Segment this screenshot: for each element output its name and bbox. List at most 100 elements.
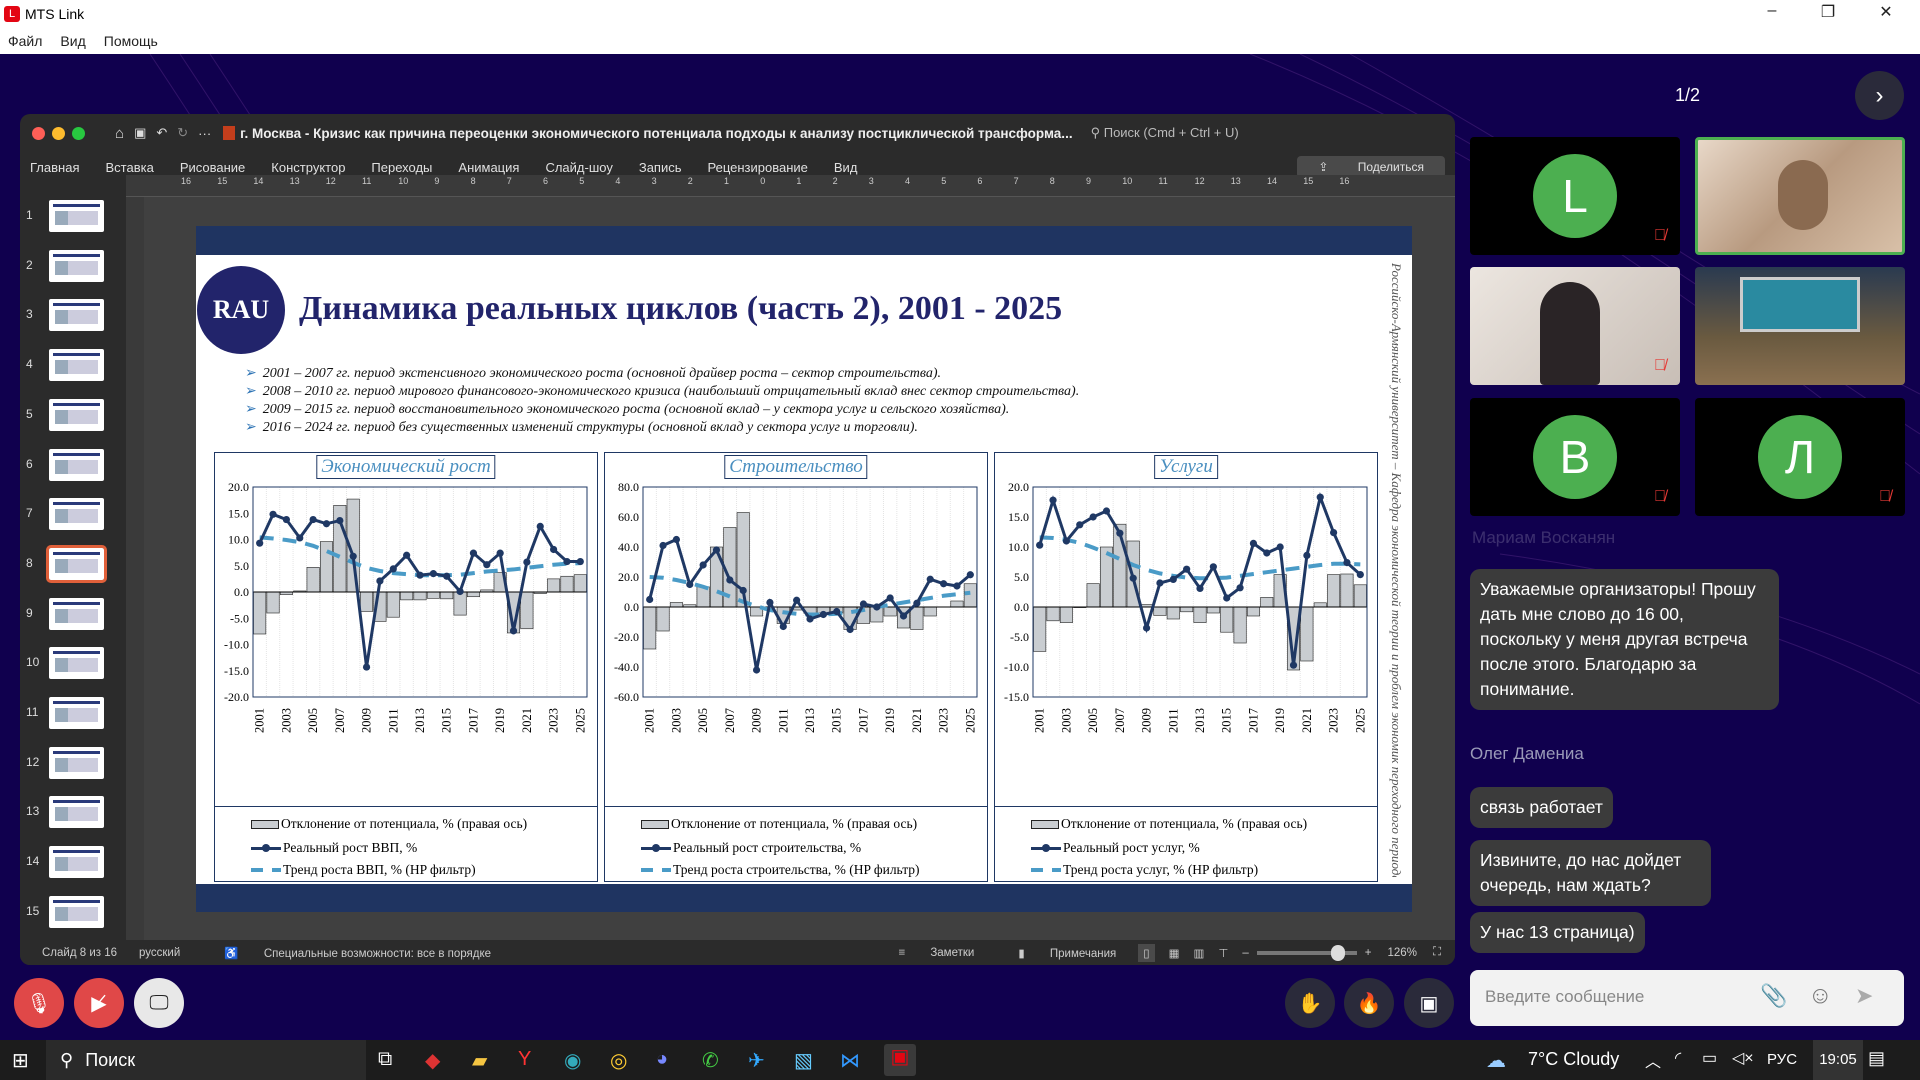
maximize-button[interactable]: ❐: [1820, 4, 1836, 21]
x-tick-label: 2019: [883, 708, 897, 733]
windows-start-icon[interactable]: ⊞: [12, 1050, 29, 1072]
next-page-button[interactable]: ›: [1855, 71, 1904, 120]
video-tile[interactable]: [1695, 267, 1905, 385]
y-tick-label: 20.0: [1008, 480, 1029, 494]
save-icon[interactable]: ▣: [134, 125, 147, 140]
x-tick-label: 2019: [493, 708, 507, 733]
edge-icon[interactable]: ◉: [564, 1050, 582, 1072]
menu-view[interactable]: Вид: [60, 32, 86, 49]
tab-transitions[interactable]: Переходы: [371, 159, 433, 175]
language-status[interactable]: русский: [139, 946, 181, 959]
slide-sorter-button[interactable]: ▦: [1168, 947, 1180, 960]
slide-thumbnail[interactable]: [49, 249, 104, 282]
slide-thumbnail[interactable]: [49, 398, 104, 431]
tab-review[interactable]: Рецензирование: [707, 159, 808, 175]
slide-thumbnail[interactable]: [49, 796, 104, 829]
tab-slideshow[interactable]: Слайд-шоу: [545, 159, 613, 175]
normal-view-button[interactable]: ▯: [1138, 943, 1155, 962]
tab-draw[interactable]: Рисование: [179, 159, 246, 175]
undo-icon[interactable]: ↶: [156, 125, 168, 140]
tray-chevron-icon[interactable]: ︿: [1645, 1054, 1662, 1071]
raise-hand-button[interactable]: ✋: [1285, 978, 1335, 1028]
send-icon[interactable]: ➤: [1855, 983, 1874, 1008]
app-icon[interactable]: ◆: [425, 1050, 441, 1072]
screen-share-button[interactable]: 🖵: [134, 978, 184, 1028]
share-button[interactable]: ⇪ Поделиться: [1297, 156, 1445, 178]
video-tile[interactable]: 🎙̸: [1470, 267, 1680, 385]
telegram-icon[interactable]: ✈: [748, 1050, 765, 1072]
horizontal-ruler[interactable]: 16 15 14 13 12 11 10 9 8 7 6 5 4 3 2 1 0 1 2 3 4 5 6 7 8 9 10 11 12 1…: [126, 175, 1455, 197]
mts-link-taskbar-icon[interactable]: ▣: [884, 1044, 916, 1076]
vscode-icon[interactable]: ⋈: [840, 1050, 860, 1072]
zoom-in-button[interactable]: +: [1364, 946, 1372, 959]
zoom-slider[interactable]: [1256, 944, 1357, 961]
tab-record[interactable]: Запись: [638, 159, 682, 175]
close-button[interactable]: ✕: [1879, 4, 1893, 21]
zoom-level[interactable]: 126%: [1387, 946, 1417, 959]
redo-icon[interactable]: ↻: [177, 125, 189, 140]
notes-button[interactable]: ≡ Заметки: [898, 946, 975, 959]
camera-toggle-button[interactable]: ▶̸: [74, 978, 124, 1028]
clock[interactable]: 19:05: [1813, 1040, 1863, 1080]
slide-thumbnail[interactable]: [49, 697, 104, 729]
chrome-icon[interactable]: ◎: [610, 1050, 628, 1072]
input-language[interactable]: РУС: [1767, 1051, 1798, 1068]
slide-thumbnail[interactable]: [46, 544, 107, 583]
tab-design[interactable]: Конструктор: [271, 159, 346, 175]
slide-thumbnail[interactable]: [49, 846, 104, 879]
slide-thumbnail[interactable]: [49, 597, 104, 630]
layout-button[interactable]: ▣: [1404, 978, 1454, 1028]
emoji-icon[interactable]: ☺: [1808, 982, 1833, 1009]
task-view-icon[interactable]: ⧉: [378, 1048, 393, 1070]
slide-thumbnail[interactable]: [49, 349, 104, 382]
yandex-browser-icon[interactable]: Y: [518, 1048, 532, 1070]
slide-thumbnail[interactable]: [49, 895, 104, 928]
discord-icon[interactable]: ◕: [656, 1048, 669, 1070]
minimize-window-button[interactable]: [52, 126, 65, 140]
menu-file[interactable]: Файл: [8, 32, 43, 49]
video-tile[interactable]: L 🎙̸: [1470, 137, 1680, 255]
weather[interactable]: 7°C Cloudy: [1528, 1049, 1620, 1069]
ppt-search[interactable]: ⚲ Поиск (Cmd + Ctrl + U): [1090, 125, 1239, 140]
slide-thumbnail[interactable]: [49, 498, 104, 531]
tab-animations[interactable]: Анимация: [458, 159, 520, 175]
taskbar-search[interactable]: ⚲ Поиск: [46, 1040, 366, 1080]
slide-thumbnail[interactable]: [49, 448, 104, 481]
slide-thumbnail[interactable]: [49, 200, 104, 232]
video-tile-active-speaker[interactable]: [1695, 137, 1905, 255]
slide-thumbnail[interactable]: [49, 299, 104, 332]
tab-view[interactable]: Вид: [833, 159, 858, 175]
zoom-window-button[interactable]: [72, 126, 85, 140]
more-icon[interactable]: ···: [198, 125, 212, 141]
paint-icon[interactable]: ▧: [794, 1050, 813, 1072]
close-window-button[interactable]: [32, 126, 45, 140]
slide-thumbnail[interactable]: [49, 746, 104, 779]
tab-insert[interactable]: Вставка: [105, 159, 154, 175]
battery-icon[interactable]: ▭: [1702, 1050, 1718, 1067]
video-tile[interactable]: Л 🎙̸: [1695, 398, 1905, 516]
whatsapp-icon[interactable]: ✆: [702, 1050, 719, 1072]
slide-thumbnail[interactable]: [49, 647, 104, 680]
fit-slide-button[interactable]: ⛶: [1432, 946, 1441, 958]
chat-input[interactable]: Введите сообщение 📎 ☺ ➤: [1470, 970, 1904, 1026]
home-icon[interactable]: ⌂: [115, 124, 125, 142]
video-tile[interactable]: В 🎙̸: [1470, 398, 1680, 516]
notifications-icon[interactable]: ▤: [1868, 1048, 1886, 1068]
tab-home[interactable]: Главная: [30, 159, 80, 175]
volume-muted-icon[interactable]: ◁×: [1732, 1050, 1754, 1067]
wifi-icon[interactable]: ◜: [1675, 1050, 1682, 1067]
file-explorer-icon[interactable]: ▰: [472, 1050, 488, 1072]
thumbnail-number: 5: [26, 406, 33, 421]
accessibility-status[interactable]: ♿ Специальные возможности: все в порядке: [224, 947, 492, 960]
zoom-slider-thumb[interactable]: [1330, 944, 1345, 961]
mic-toggle-button[interactable]: 🎙: [14, 978, 64, 1028]
attach-icon[interactable]: 📎: [1760, 983, 1788, 1008]
menu-help[interactable]: Помощь: [103, 32, 158, 49]
reactions-button[interactable]: 🔥: [1344, 978, 1394, 1028]
slideshow-button[interactable]: ⊤: [1218, 947, 1229, 960]
comments-button[interactable]: ▮ Примечания: [1018, 947, 1117, 960]
vertical-ruler[interactable]: [126, 197, 144, 940]
minimize-button[interactable]: –: [1767, 2, 1777, 19]
zoom-out-button[interactable]: –: [1242, 946, 1249, 959]
reading-view-button[interactable]: ▥: [1193, 947, 1205, 960]
